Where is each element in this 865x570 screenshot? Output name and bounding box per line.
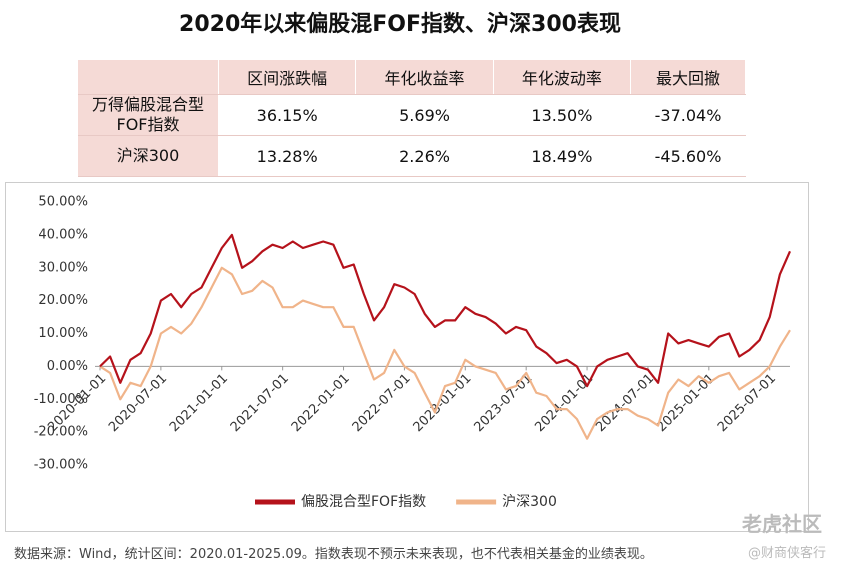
- cell: -45.60%: [630, 135, 746, 177]
- row: 沪深300 13.28% 2.26% 18.49% -45.60%: [78, 135, 746, 177]
- row-header: 沪深300: [78, 135, 219, 177]
- page-title: 2020年以来偏股混FOF指数、沪深300表现: [179, 12, 621, 37]
- x-tick-label: 2021-07-01: [228, 371, 292, 435]
- x-tick-label: 2022-07-01: [350, 371, 414, 435]
- y-tick-label: 20.00%: [38, 293, 88, 308]
- cell: 13.28%: [218, 135, 357, 177]
- series-line: [99, 233, 792, 388]
- y-tick-label: -10.00%: [34, 392, 88, 407]
- source-note: 数据来源：Wind，统计区间：2020.01-2025.09。指数表现不预示未来…: [14, 547, 653, 562]
- legend-label: 偏股混合型FOF指数: [301, 494, 426, 510]
- cell: 18.49%: [493, 135, 632, 177]
- cell: 2.26%: [355, 135, 494, 177]
- y-tick-label: -30.00%: [34, 458, 88, 473]
- x-tick-label: 2025-07-01: [715, 371, 779, 435]
- x-tick-label: 2023-01-01: [411, 371, 475, 435]
- watermark: 老虎社区: [742, 512, 822, 536]
- series-line: [99, 266, 791, 440]
- row-header: 万得偏股混合型FOF指数: [78, 94, 219, 136]
- chart: 50.00% 40.00% 30.00% 20.00% 10.00% 0.00% -10.0…: [34, 195, 792, 510]
- x-tick-label: 2020-07-01: [106, 371, 170, 435]
- watermark: @财商侠客行: [748, 546, 827, 561]
- cell: 5.69%: [355, 94, 494, 136]
- y-tick-label: 40.00%: [38, 227, 88, 242]
- col-header: 年化收益率: [355, 60, 494, 95]
- cell: -37.04%: [630, 94, 746, 136]
- header-row: 区间涨跌幅 年化收益率 年化波动率 最大回撤: [78, 60, 746, 95]
- row: 万得偏股混合型FOF指数 36.15% 5.69% 13.50% -37.04%: [78, 94, 746, 136]
- chart-frame: [5, 182, 809, 532]
- y-tick-label: 10.00%: [38, 326, 88, 341]
- x-tick-label: 2021-01-01: [167, 371, 231, 435]
- x-tick-label: 2024-07-01: [593, 371, 657, 435]
- y-tick-label: 0.00%: [47, 359, 88, 374]
- stats-table: 区间涨跌幅 年化收益率 年化波动率 最大回撤 万得偏股混合型FOF指数 36.1…: [78, 60, 746, 177]
- col-header: 最大回撤: [630, 60, 746, 95]
- corner: [78, 60, 219, 95]
- cell: 13.50%: [493, 94, 632, 136]
- cell: 36.15%: [218, 94, 357, 136]
- y-tick-label: -20.00%: [34, 425, 88, 440]
- y-tick-label: 50.00%: [38, 195, 88, 210]
- y-tick-label: 30.00%: [38, 260, 88, 275]
- col-header: 年化波动率: [493, 60, 632, 95]
- x-tick-label: 2024-01-01: [532, 371, 596, 435]
- legend-label: 沪深300: [502, 494, 557, 510]
- x-tick-label: 2025-01-01: [654, 371, 718, 435]
- x-tick-label: 2023-07-01: [471, 371, 535, 435]
- col-header: 区间涨跌幅: [218, 60, 357, 95]
- x-tick-label: 2022-01-01: [289, 371, 353, 435]
